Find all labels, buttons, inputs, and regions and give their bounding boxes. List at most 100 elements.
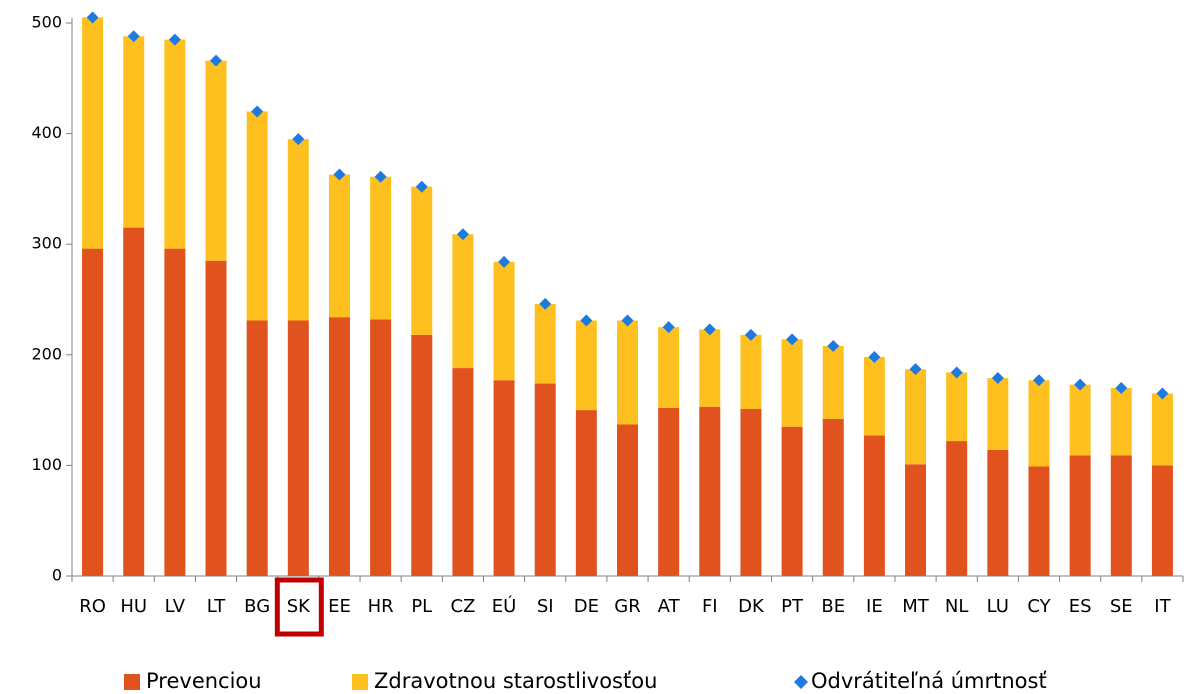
total-marker: [662, 321, 675, 334]
total-marker: [744, 328, 757, 341]
bar-segment: [699, 329, 721, 407]
bar-segment: [1110, 387, 1132, 456]
total-marker: [909, 363, 922, 376]
x-tick-label: BG: [244, 596, 270, 617]
x-tick-label: DE: [574, 596, 599, 617]
x-tick-label: SE: [1110, 596, 1133, 617]
bar-segment: [123, 227, 145, 577]
bar-segment: [822, 345, 844, 419]
bar-segment: [781, 339, 803, 427]
bar-segment: [328, 174, 350, 318]
total-marker: [251, 105, 264, 118]
x-tick-label: RO: [79, 596, 106, 617]
x-tick-label: GR: [614, 596, 640, 617]
total-marker: [539, 297, 552, 310]
total-marker: [292, 133, 305, 146]
bar-segment: [205, 60, 227, 261]
bar-segment: [617, 320, 638, 425]
bar-segment: [1110, 455, 1132, 576]
x-tick-label: IE: [866, 596, 883, 617]
x-tick-label: LT: [207, 596, 227, 617]
total-marker: [168, 33, 181, 46]
bar-segment: [205, 260, 227, 576]
bar-segment: [863, 435, 885, 576]
legend-marker: [794, 675, 808, 689]
bar-segment: [946, 372, 968, 442]
bar-segment: [82, 17, 104, 249]
y-tick-label: 200: [31, 344, 62, 363]
total-marker: [127, 30, 140, 43]
total-marker: [210, 54, 223, 67]
bar-segment: [534, 303, 556, 384]
total-marker: [868, 351, 881, 364]
total-marker: [333, 168, 346, 181]
bar-segment: [987, 449, 1009, 576]
total-marker: [86, 11, 99, 24]
bar-segment: [411, 334, 433, 576]
bar-segment: [863, 357, 885, 436]
total-marker: [786, 333, 799, 346]
x-tick-label: EE: [328, 596, 351, 617]
bar-segment: [822, 418, 844, 576]
y-tick-label: 300: [31, 234, 62, 253]
bar-segment: [287, 139, 309, 321]
bar-segment: [246, 111, 268, 321]
x-tick-label: HU: [120, 596, 147, 617]
bar-segment: [123, 36, 145, 228]
total-marker: [827, 339, 840, 352]
bar-segment: [1151, 465, 1173, 576]
x-tick-label: HR: [368, 596, 394, 617]
legend-label: Odvrátiteľná úmrtnosť: [811, 669, 1047, 693]
y-tick-label: 500: [31, 13, 62, 32]
bar-segment: [246, 320, 268, 576]
total-marker: [950, 366, 963, 379]
x-tick-label: LV: [165, 596, 186, 617]
bar-segment: [534, 383, 556, 576]
x-tick-label: PT: [781, 596, 804, 617]
x-tick-label: CZ: [450, 596, 475, 617]
bar-segment: [370, 319, 392, 576]
bar-segment: [905, 369, 927, 465]
x-tick-label: DK: [738, 596, 765, 617]
bar-segment: [1069, 455, 1091, 576]
bar-segment: [287, 320, 309, 576]
bar-segment: [905, 464, 927, 576]
x-tick-label: SI: [537, 596, 554, 617]
x-tick-label: FI: [702, 596, 718, 617]
bar-segment: [493, 380, 515, 576]
total-marker: [1032, 374, 1045, 387]
y-tick-label: 100: [31, 455, 62, 474]
bar-segment: [617, 424, 638, 576]
legend-label: Zdravotnou starostlivosťou: [374, 669, 657, 693]
bar-segment: [658, 327, 680, 408]
bar-segment: [328, 317, 350, 576]
x-tick-label: BE: [821, 596, 845, 617]
bar-segment: [1028, 466, 1050, 576]
bar-segment: [1069, 384, 1091, 456]
x-tick-label: CY: [1027, 596, 1051, 617]
bar-segment: [575, 320, 597, 411]
y-tick-label: 400: [31, 123, 62, 142]
bar-segment: [658, 407, 680, 576]
x-tick-label: PL: [411, 596, 432, 617]
bar-segment: [699, 406, 721, 576]
total-marker: [991, 372, 1004, 385]
total-marker: [374, 170, 387, 183]
bar-segment: [82, 248, 104, 576]
bar-segment: [452, 368, 474, 576]
total-marker: [498, 255, 511, 268]
total-marker: [415, 180, 428, 193]
bar-segment: [493, 261, 515, 381]
x-tick-label: AT: [658, 596, 681, 617]
total-marker: [1074, 378, 1087, 391]
legend-swatch: [352, 674, 368, 690]
x-tick-label: LU: [987, 596, 1009, 617]
bar-segment: [164, 39, 186, 249]
legend-label: Prevenciou: [146, 669, 262, 693]
bar-segment: [164, 248, 186, 576]
bar-segment: [370, 176, 392, 320]
bar-segment: [740, 408, 762, 576]
x-tick-label: IT: [1154, 596, 1171, 617]
y-tick-label: 0: [52, 566, 62, 585]
